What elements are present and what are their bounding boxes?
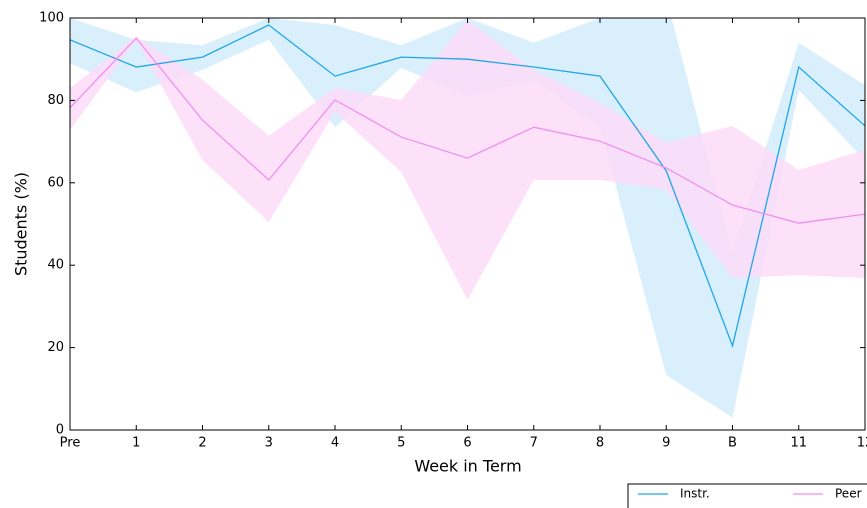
x-tick-label: 1 [132,436,140,451]
plot-area [70,18,865,418]
x-tick-label: 4 [331,436,339,451]
y-axis-label: Students (%) [12,172,31,276]
x-tick-label: 7 [530,436,538,451]
x-tick-label: 6 [463,436,471,451]
confidence-band [70,18,865,418]
x-axis-label: Week in Term [414,457,521,476]
y-tick-label: 60 [47,175,64,190]
y-tick-label: 40 [47,258,64,273]
x-tick-label: 2 [198,436,206,451]
legend-label: Instr. [680,487,710,501]
x-tick-label: Pre [60,436,81,451]
line [70,24,865,349]
legend-label: Peer [835,487,862,501]
x-tick-label: 3 [265,436,273,451]
x-tick-label: 8 [596,436,604,451]
y-tick-label: 0 [56,423,64,438]
x-tick-label: 5 [397,436,405,451]
x-tick-label: 9 [662,436,670,451]
legend [627,483,867,508]
line [70,37,865,224]
confidence-band [70,20,865,300]
y-tick-label: 100 [39,11,64,26]
y-tick-label: 80 [47,93,64,108]
x-tick-label: B [728,436,737,451]
x-tick-label: 12 [857,436,867,451]
x-tick-label: 11 [790,436,807,451]
y-tick-label: 20 [47,340,64,355]
